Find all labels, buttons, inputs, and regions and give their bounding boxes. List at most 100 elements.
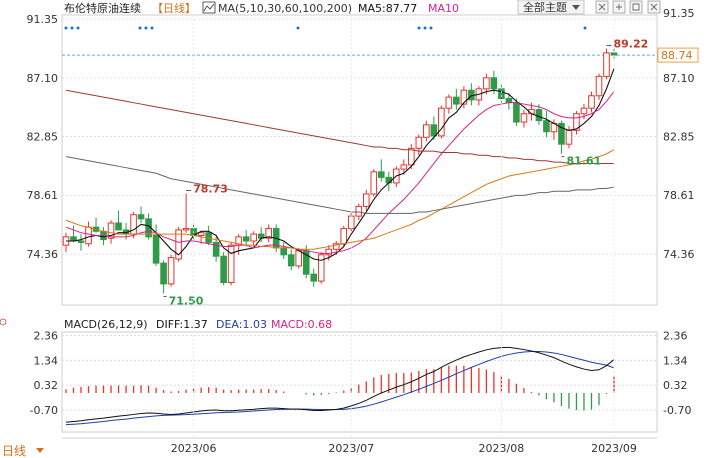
x-tick-label: 2023/06: [171, 442, 217, 455]
candle-up: [317, 254, 325, 282]
local-high-annotation: 78.73: [193, 183, 228, 196]
candle-up: [167, 257, 175, 285]
candle-down: [137, 214, 145, 220]
macd-tick-label-left: 1.34: [34, 354, 59, 367]
period-footer[interactable]: 日线: [2, 444, 44, 458]
candle-down: [490, 77, 498, 90]
ma-settings-icon-line: [203, 3, 215, 12]
candle-down: [220, 255, 227, 283]
candle-up: [332, 243, 340, 250]
price-panel: 91.35 91.35 87.10 87.10 82.85 82.85 78.61 78.61…: [27, 7, 699, 308]
macd-dea-label: DEA:1.03: [216, 318, 267, 331]
price-tick-label-left: 91.35: [27, 13, 59, 26]
chart-header: 布伦特原油连续 【日线】 MA(5,10,30,60,100,200) MA5:…: [64, 0, 661, 15]
settings-icon[interactable]: [0, 318, 7, 326]
fullscreen-icon[interactable]: [629, 0, 643, 14]
candle-up: [460, 89, 468, 105]
macd-diff-line: [65, 346, 615, 423]
macd-panel-frame: [61, 331, 658, 433]
chart-title: 布伦特原油连续: [64, 1, 141, 15]
ma-line-ma30: [65, 149, 615, 250]
candle-up: [175, 229, 182, 260]
candle-down: [513, 102, 520, 123]
event-marker[interactable]: [583, 26, 587, 30]
candle-down: [160, 262, 167, 285]
ma-settings-icon[interactable]: [202, 1, 216, 14]
x-tick-label: 2023/09: [591, 442, 637, 455]
event-markers: [64, 26, 587, 30]
candle-down: [152, 234, 160, 264]
macd-diff-label: DIFF:1.37: [156, 318, 208, 331]
candle-up: [347, 215, 355, 230]
candle-down: [77, 240, 85, 243]
candle-down: [115, 222, 122, 231]
chevron-down-icon: [572, 5, 580, 10]
macd-tick-label-right: 1.34: [663, 354, 688, 367]
candle-up: [325, 248, 333, 256]
event-marker[interactable]: [429, 26, 433, 30]
event-marker[interactable]: [76, 26, 80, 30]
period-footer-label: 日线: [2, 444, 26, 458]
x-tick-label: 2023/08: [479, 442, 525, 455]
event-marker[interactable]: [64, 26, 68, 30]
candle-up: [445, 96, 453, 109]
event-marker[interactable]: [296, 26, 300, 30]
candle-down: [287, 254, 295, 267]
macd-tick-label-right: 2.36: [663, 329, 688, 342]
candle-up: [182, 228, 190, 231]
candle-down: [505, 98, 513, 104]
macd-tick-label-left: 0.32: [34, 379, 59, 392]
ma-line-ma60: [65, 156, 615, 214]
price-tick-label-right: 74.36: [663, 248, 695, 261]
period-text: 日线: [163, 1, 185, 15]
current-price-tag: 88.74: [661, 49, 693, 62]
macd-dea-line: [65, 351, 615, 426]
candle-up: [408, 147, 415, 166]
high-annotation: 89.22: [613, 37, 648, 50]
candle-down: [385, 176, 393, 184]
candle-down: [377, 171, 385, 178]
candle-up: [423, 124, 430, 138]
candle-up: [340, 228, 348, 245]
macd-tick-label-left: 2.36: [34, 329, 59, 342]
candle-up: [400, 164, 408, 170]
candle-up: [362, 193, 370, 207]
candle-down: [498, 88, 505, 100]
candle-up: [438, 107, 445, 137]
x-tick-label: 2023/07: [328, 442, 374, 455]
theme-select-button[interactable]: [517, 0, 585, 15]
ma-params-label: MA(5,10,30,60,100,200): [218, 2, 352, 15]
event-marker[interactable]: [150, 26, 154, 30]
candle-down: [430, 124, 438, 137]
candle-up: [265, 228, 272, 239]
price-panel-frame: [61, 14, 658, 306]
period-label[interactable]: 【日线】: [152, 1, 196, 15]
theme-select-label: 全部主题: [523, 0, 567, 14]
price-tick-label-left: 82.85: [27, 131, 59, 144]
ma-line-ma10: [65, 91, 615, 254]
price-tick-label-right: 91.35: [663, 7, 695, 20]
price-tick-label-right: 82.85: [663, 131, 695, 144]
candle-up: [85, 226, 92, 245]
candle-down: [242, 236, 250, 242]
event-marker[interactable]: [423, 26, 427, 30]
macd-panel: 2.36 2.36 1.34 1.34 0.32 0.32 -0.70 -0.70: [30, 329, 691, 433]
candle-up: [483, 77, 490, 90]
price-tick-label-left: 87.10: [27, 72, 59, 85]
event-marker[interactable]: [417, 26, 421, 30]
candle-up: [415, 136, 423, 149]
event-marker[interactable]: [70, 26, 74, 30]
price-tick-label-right: 78.61: [663, 189, 695, 202]
candle-down: [543, 120, 550, 133]
candle-down: [280, 247, 287, 256]
event-marker[interactable]: [144, 26, 148, 30]
fullscreen-icon-glyph: [632, 3, 640, 11]
ma5-value-label: MA5:87.77: [358, 2, 417, 15]
candle-down: [212, 241, 220, 257]
chevron-down-icon: [36, 448, 44, 453]
macd-tick-label-right: 0.32: [663, 379, 688, 392]
candle-up: [370, 171, 378, 195]
candle-down: [535, 109, 543, 122]
current-price-tag-box: [657, 47, 699, 63]
event-marker[interactable]: [138, 26, 142, 30]
